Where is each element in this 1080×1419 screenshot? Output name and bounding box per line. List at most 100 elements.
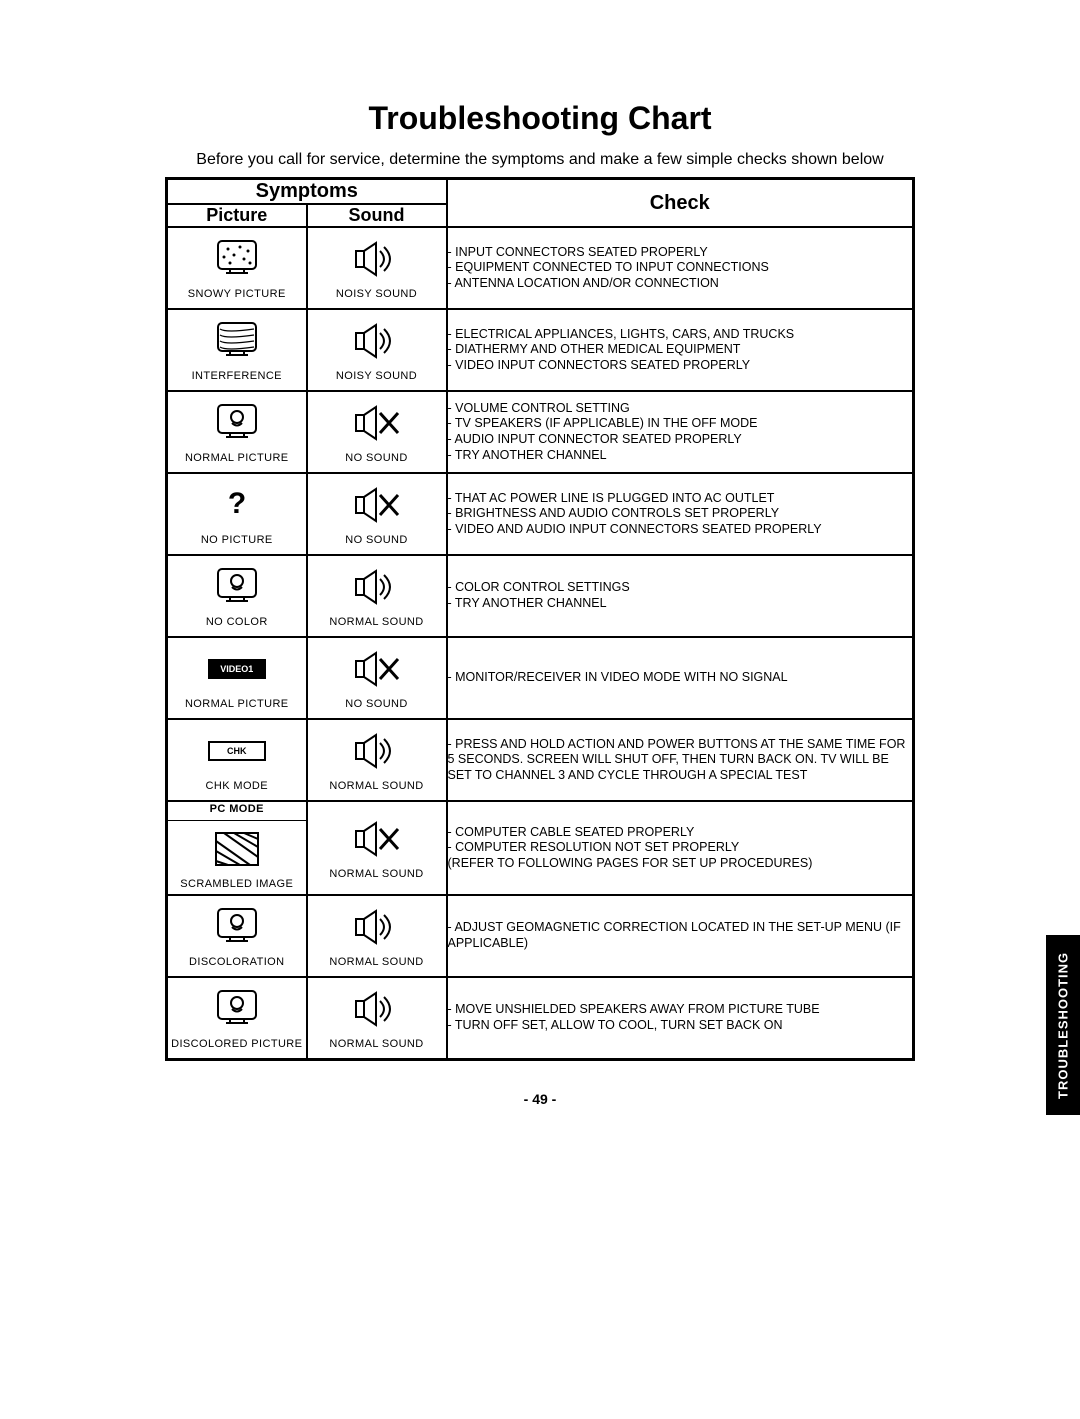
picture-label: CHK MODE: [168, 779, 306, 797]
page-container: Troubleshooting Chart Before you call fo…: [0, 0, 1080, 1419]
check-cell: - INPUT CONNECTORS SEATED PROPERLY- EQUI…: [447, 227, 914, 309]
header-picture: Picture: [167, 204, 307, 227]
picture-symptom-cell: INTERFERENCE: [167, 309, 307, 391]
check-line: - VOLUME CONTROL SETTING: [448, 401, 913, 417]
picture-label: INTERFERENCE: [168, 369, 306, 387]
video1-box-icon: VIDEO1: [168, 641, 306, 697]
check-line: - INPUT CONNECTORS SEATED PROPERLY: [448, 245, 913, 261]
check-line: - VIDEO AND AUDIO INPUT CONNECTORS SEATE…: [448, 522, 913, 538]
check-cell: - MONITOR/RECEIVER IN VIDEO MODE WITH NO…: [447, 637, 914, 719]
tv-normal-icon: [168, 899, 306, 955]
check-line: - TRY ANOTHER CHANNEL: [448, 448, 913, 464]
sound-label: NOISY SOUND: [308, 287, 446, 305]
page-number: - 49 -: [100, 1091, 980, 1107]
table-row: SNOWY PICTURE NOISY SOUND- INPUT CONNECT…: [167, 227, 914, 309]
sound-symptom-cell: NO SOUND: [307, 473, 447, 555]
table-row: DISCOLORATION NORMAL SOUND- ADJUST GEOMA…: [167, 895, 914, 977]
chk-icon: CHK: [208, 741, 266, 761]
check-cell: - THAT AC POWER LINE IS PLUGGED INTO AC …: [447, 473, 914, 555]
sound-symptom-cell: NORMAL SOUND: [307, 895, 447, 977]
table-row: ? NO PICTURE NO SOUND - THAT AC POWER LINE…: [167, 473, 914, 555]
sound-label: NORMAL SOUND: [308, 955, 446, 973]
check-line: - ELECTRICAL APPLIANCES, LIGHTS, CARS, A…: [448, 327, 913, 343]
intro-text: Before you call for service, determine t…: [100, 151, 980, 169]
check-line: - AUDIO INPUT CONNECTOR SEATED PROPERLY: [448, 432, 913, 448]
sound-label: NORMAL SOUND: [308, 1037, 446, 1055]
check-line: - BRIGHTNESS AND AUDIO CONTROLS SET PROP…: [448, 506, 913, 522]
check-line: - TV SPEAKERS (IF APPLICABLE) IN THE OFF…: [448, 416, 913, 432]
table-row: NORMAL PICTURE NO SOUND- VOLUME CONTROL …: [167, 391, 914, 473]
sound-label: NOISY SOUND: [308, 369, 446, 387]
check-line: - COMPUTER RESOLUTION NOT SET PROPERLY: [448, 840, 913, 856]
header-check: Check: [447, 179, 914, 228]
overline-label: PC MODE: [168, 802, 306, 821]
picture-symptom-cell: VIDEO1 NORMAL PICTURE: [167, 637, 307, 719]
table-row: INTERFERENCE NOISY SOUND - ELECTRICAL APP…: [167, 309, 914, 391]
check-cell: - VOLUME CONTROL SETTING- TV SPEAKERS (I…: [447, 391, 914, 473]
check-line: (REFER TO FOLLOWING PAGES FOR SET UP PRO…: [448, 856, 913, 872]
chk-box-icon: CHK: [168, 723, 306, 779]
check-line: - ANTENNA LOCATION AND/OR CONNECTION: [448, 276, 913, 292]
sound-symptom-cell: NO SOUND: [307, 391, 447, 473]
check-cell: - ADJUST GEOMAGNETIC CORRECTION LOCATED …: [447, 895, 914, 977]
scrambled-icon: [168, 821, 306, 877]
speaker-x-icon: [308, 477, 446, 533]
check-line: - THAT AC POWER LINE IS PLUGGED INTO AC …: [448, 491, 913, 507]
check-line: - DIATHERMY AND OTHER MEDICAL EQUIPMENT: [448, 342, 913, 358]
check-line: - VIDEO INPUT CONNECTORS SEATED PROPERLY: [448, 358, 913, 374]
speaker-x-icon: [308, 811, 446, 867]
tv-snow-icon: [168, 231, 306, 287]
check-line: - TURN OFF SET, ALLOW TO COOL, TURN SET …: [448, 1018, 913, 1034]
check-cell: - PRESS AND HOLD ACTION AND POWER BUTTON…: [447, 719, 914, 801]
check-line: - EQUIPMENT CONNECTED TO INPUT CONNECTIO…: [448, 260, 913, 276]
speaker-noisy-icon: [308, 723, 446, 779]
picture-symptom-cell: NO COLOR: [167, 555, 307, 637]
check-line: - MONITOR/RECEIVER IN VIDEO MODE WITH NO…: [448, 670, 913, 686]
speaker-noisy-icon: [308, 899, 446, 955]
sound-label: NO SOUND: [308, 697, 446, 715]
table-row: PC MODE SCRAMBLED IMAGE NORMAL SOUND- CO…: [167, 801, 914, 895]
picture-label: DISCOLORATION: [168, 955, 306, 973]
troubleshooting-table: Symptoms Check Picture Sound SNOWY PICTU…: [165, 177, 915, 1061]
picture-symptom-cell: NORMAL PICTURE: [167, 391, 307, 473]
page-title: Troubleshooting Chart: [100, 100, 980, 137]
sound-symptom-cell: NORMAL SOUND: [307, 719, 447, 801]
check-line: - ADJUST GEOMAGNETIC CORRECTION LOCATED …: [448, 920, 913, 951]
check-line: - PRESS AND HOLD ACTION AND POWER BUTTON…: [448, 737, 913, 784]
tv-question-icon: ?: [168, 477, 306, 533]
picture-symptom-cell: ? NO PICTURE: [167, 473, 307, 555]
speaker-x-icon: [308, 395, 446, 451]
picture-symptom-cell: DISCOLORED PICTURE: [167, 977, 307, 1059]
check-line: - TRY ANOTHER CHANNEL: [448, 596, 913, 612]
sound-label: NORMAL SOUND: [308, 779, 446, 797]
speaker-noisy-icon: [308, 313, 446, 369]
check-line: - COLOR CONTROL SETTINGS: [448, 580, 913, 596]
video1-icon: VIDEO1: [208, 659, 266, 679]
table-row: DISCOLORED PICTURE NORMAL SOUND- MOVE UN…: [167, 977, 914, 1059]
table-row: CHK CHK MODE NORMAL SOUND- PRESS AND HOLD…: [167, 719, 914, 801]
tv-normal-icon: [168, 559, 306, 615]
picture-symptom-cell: CHK CHK MODE: [167, 719, 307, 801]
picture-label: NORMAL PICTURE: [168, 697, 306, 715]
side-tab: TROUBLESHOOTING: [1046, 935, 1080, 1115]
sound-label: NO SOUND: [308, 451, 446, 469]
picture-label: NO COLOR: [168, 615, 306, 633]
header-symptoms: Symptoms: [167, 179, 447, 205]
sound-symptom-cell: NORMAL SOUND: [307, 801, 447, 895]
picture-symptom-cell: SNOWY PICTURE: [167, 227, 307, 309]
table-row: VIDEO1 NORMAL PICTURE NO SOUND- MONITOR/R…: [167, 637, 914, 719]
speaker-noisy-icon: [308, 559, 446, 615]
sound-symptom-cell: NO SOUND: [307, 637, 447, 719]
picture-symptom-cell: PC MODE SCRAMBLED IMAGE: [167, 801, 307, 895]
picture-label: NO PICTURE: [168, 533, 306, 551]
sound-label: NO SOUND: [308, 533, 446, 551]
speaker-x-icon: [308, 641, 446, 697]
check-cell: - COMPUTER CABLE SEATED PROPERLY- COMPUT…: [447, 801, 914, 895]
sound-symptom-cell: NOISY SOUND: [307, 309, 447, 391]
sound-symptom-cell: NOISY SOUND: [307, 227, 447, 309]
picture-label: DISCOLORED PICTURE: [168, 1037, 306, 1055]
picture-label: SNOWY PICTURE: [168, 287, 306, 305]
svg-text:?: ?: [228, 487, 246, 520]
check-cell: - ELECTRICAL APPLIANCES, LIGHTS, CARS, A…: [447, 309, 914, 391]
tv-normal-icon: [168, 981, 306, 1037]
